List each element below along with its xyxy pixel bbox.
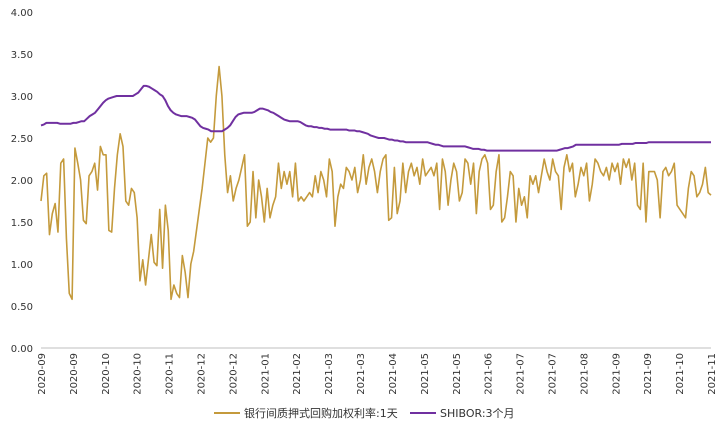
y-axis: 0.00 0.50 1.00 1.50 2.00 2.50 3.00 3.50 4.00	[11, 8, 33, 355]
x-tick-label: 2020-11	[165, 353, 176, 395]
x-tick-label: 2021-10	[675, 353, 686, 395]
x-axis: 2020-09 2020-09 2020-10 2020-10 2020-11 2020-…	[37, 347, 718, 395]
x-tick-label: 2021-05	[420, 353, 431, 395]
y-tick-label: 3.50	[11, 50, 33, 61]
y-tick-label: 3.00	[11, 92, 33, 103]
y-tick-label: 0.00	[11, 344, 33, 355]
x-tick-label: 2020-12	[197, 353, 208, 395]
series-line-2	[40, 84, 711, 152]
x-tick-label: 2020-12	[228, 353, 239, 395]
x-tick-label: 2020-09	[69, 353, 80, 395]
series-line-1	[40, 65, 712, 301]
x-tick-label: 2021-07	[516, 353, 527, 395]
y-tick-label: 1.50	[11, 218, 33, 229]
legend-label: 银行间质押式回购加权利率:1天	[244, 406, 398, 420]
x-tick-label: 2021-01	[260, 353, 271, 395]
x-tick-label: 2021-09	[611, 353, 622, 395]
x-tick-label: 2021-03	[356, 353, 367, 395]
x-tick-label: 2021-09	[643, 353, 654, 395]
x-tick-label: 2020-10	[101, 353, 112, 395]
x-tick-label: 2021-04	[388, 353, 399, 395]
x-tick-label: 2021-02	[292, 353, 303, 395]
y-tick-label: 4.00	[11, 8, 33, 19]
y-tick-label: 2.00	[11, 176, 33, 187]
x-tick-label: 2021-08	[579, 353, 590, 395]
x-tick-label: 2021-06	[484, 353, 495, 395]
y-tick-label: 2.50	[11, 134, 33, 145]
x-tick-label: 2021-05	[452, 353, 463, 395]
series-layer	[40, 65, 712, 301]
legend: 银行间质押式回购加权利率:1天 SHIBOR:3个月	[214, 406, 515, 420]
x-tick-label: 2020-10	[133, 353, 144, 395]
x-tick-label: 2021-07	[547, 353, 558, 395]
y-tick-label: 1.00	[11, 260, 33, 271]
legend-label: SHIBOR:3个月	[440, 407, 515, 420]
x-tick-label: 2020-09	[37, 353, 48, 395]
x-tick-label: 2021-11	[707, 353, 718, 395]
y-tick-label: 0.50	[11, 302, 33, 313]
x-tick-label: 2021-03	[324, 353, 335, 395]
